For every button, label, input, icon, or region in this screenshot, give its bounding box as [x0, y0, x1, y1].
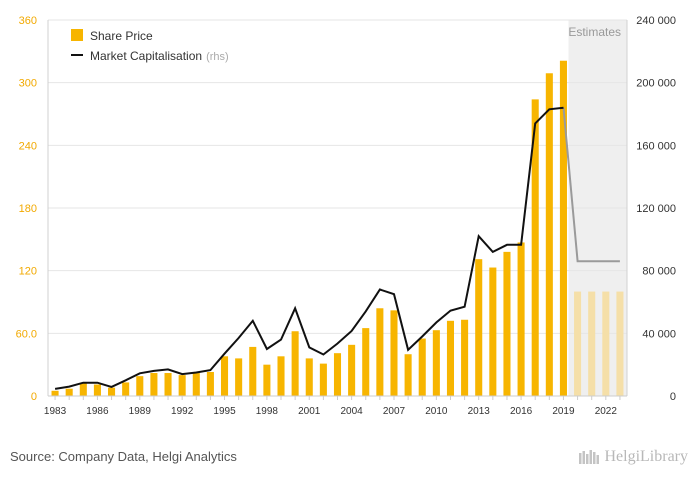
share-price-bar	[108, 387, 116, 396]
share-price-bar	[348, 344, 356, 396]
share-price-bar	[122, 382, 130, 396]
right-axis-tick-label: 200 000	[636, 78, 676, 90]
x-axis-tick-label: 2007	[383, 406, 406, 417]
x-axis-tick-label: 2016	[510, 406, 533, 417]
right-axis-tick-label: 80 000	[642, 266, 676, 278]
brand-name: HelgiLibrary	[604, 448, 688, 465]
left-axis-tick-label: 120	[19, 266, 37, 278]
x-axis-tick-label: 2001	[298, 406, 321, 417]
x-axis-tick-label: 2019	[552, 406, 575, 417]
share-price-bar	[531, 99, 539, 396]
share-price-bar	[93, 384, 101, 396]
share-price-bar	[418, 338, 426, 396]
share-price-bar	[220, 356, 229, 396]
x-axis-tick-label: 2013	[468, 406, 491, 417]
share-price-bar	[150, 373, 158, 396]
share-price-bar	[362, 328, 370, 396]
right-axis-tick-label: 160 000	[636, 140, 676, 152]
brand-logo: HelgiLibrary	[578, 448, 688, 466]
share-price-bar-estimate	[588, 291, 596, 396]
x-axis-tick-label: 2010	[425, 406, 448, 417]
share-price-bar	[390, 310, 398, 396]
share-price-bar	[489, 267, 497, 396]
market-cap-line	[54, 106, 620, 390]
left-axis-tick-label: 240	[19, 140, 37, 152]
share-price-bar	[291, 331, 299, 396]
source-note: Source: Company Data, Helgi Analytics	[10, 449, 237, 464]
share-price-bar	[206, 371, 214, 396]
left-axis-tick-label: 60.0	[16, 328, 37, 340]
legend-share-price-label: Share Price	[90, 29, 153, 43]
legend-share-price-swatch	[71, 29, 83, 41]
left-axis-tick-label: 0	[31, 391, 37, 403]
share-price-bar	[446, 320, 455, 396]
share-price-bar	[79, 383, 87, 396]
x-axis-tick-label: 1992	[171, 406, 194, 417]
x-axis-tick-label: 2004	[340, 406, 363, 417]
share-price-bar	[65, 388, 73, 396]
right-axis-tick-label: 0	[670, 391, 676, 403]
share-price-bar	[235, 358, 243, 396]
library-books-icon	[579, 450, 600, 464]
legend: Share Price Market Capitalisation (rhs)	[71, 29, 229, 63]
market-cap-line-actual	[54, 106, 564, 390]
share-price-bar	[136, 376, 144, 396]
share-price-bar	[545, 73, 553, 397]
legend-market-cap-label: Market Capitalisation (rhs)	[90, 49, 229, 63]
legend-market-cap-name: Market Capitalisation	[90, 49, 202, 63]
share-price-bar	[51, 390, 59, 396]
legend-market-cap-note: (rhs)	[206, 51, 229, 63]
right-axis-tick-label: 40 000	[642, 328, 676, 340]
share-price-bar-estimate	[616, 291, 624, 396]
grid-lines	[48, 19, 627, 334]
x-axis-tick-label: 1986	[86, 406, 109, 417]
share-price-bar	[263, 364, 271, 396]
share-price-bar	[319, 363, 327, 396]
x-axis-tick-label: 2022	[595, 406, 618, 417]
share-price-bar	[305, 358, 313, 396]
axes: 0 0 60.0 40 000 120 80 000 180 120 000 240 160 00…	[16, 15, 676, 417]
right-axis-tick-label: 240 000	[636, 15, 676, 27]
x-axis-tick-label: 1995	[213, 406, 236, 417]
share-price-chart: 0 0 60.0 40 000 120 80 000 180 120 000 240 160 00…	[16, 15, 676, 417]
share-price-bar	[178, 375, 186, 396]
share-price-bar	[333, 353, 342, 396]
left-axis-tick-label: 360	[19, 15, 37, 27]
share-price-bar	[404, 354, 412, 396]
share-price-bar	[559, 60, 567, 396]
share-price-bar	[376, 308, 384, 396]
share-price-bar	[192, 373, 200, 396]
share-price-bar-estimate	[602, 291, 610, 396]
share-price-bar	[503, 251, 511, 396]
x-axis-tick-label: 1989	[129, 406, 152, 417]
share-price-bar	[475, 259, 483, 396]
share-price-bar-estimate	[574, 291, 582, 396]
share-price-bar	[164, 373, 172, 396]
share-price-bar	[461, 319, 469, 396]
estimates-label: Estimates	[568, 25, 621, 39]
share-price-bar	[277, 356, 285, 396]
share-price-bar	[249, 346, 257, 396]
left-axis-tick-label: 180	[19, 203, 37, 215]
x-axis-tick-label: 1998	[256, 406, 279, 417]
share-price-bar	[517, 242, 525, 396]
x-axis-tick-label: 1983	[44, 406, 67, 417]
share-price-bars	[51, 60, 624, 397]
market-cap-line-estimate	[562, 107, 620, 263]
right-axis-tick-label: 120 000	[636, 203, 676, 215]
share-price-bar	[432, 330, 440, 396]
left-axis-tick-label: 300	[19, 78, 37, 90]
